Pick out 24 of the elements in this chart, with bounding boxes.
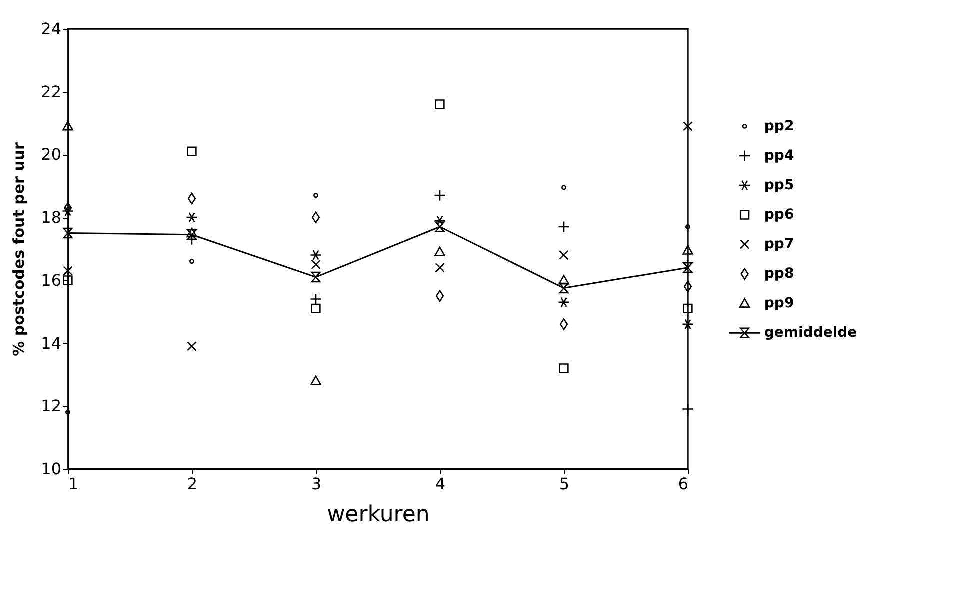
- y-tick-label: 22: [41, 82, 62, 102]
- x-tick-label: 3: [311, 474, 322, 494]
- y-tick-label: 20: [41, 145, 62, 164]
- x-tick-label: 4: [435, 474, 446, 494]
- x-axis-title: werkuren: [327, 502, 430, 528]
- legend-label: pp7: [764, 236, 794, 253]
- legend-label: pp8: [764, 266, 794, 282]
- y-tick-label: 14: [41, 334, 62, 353]
- legend-label: pp5: [764, 178, 794, 194]
- legend-label: pp2: [764, 118, 794, 134]
- legend-label: pp6: [764, 207, 794, 224]
- x-tick-label: 5: [559, 474, 570, 494]
- y-tick-label: 10: [41, 460, 62, 478]
- legend-label: pp4: [764, 148, 794, 164]
- x-tick-label: 2: [187, 474, 198, 494]
- y-tick-label: 12: [41, 396, 62, 416]
- legend-label: pp9: [764, 296, 794, 312]
- y-tick-label: 16: [41, 270, 62, 290]
- y-tick-label: 24: [41, 20, 62, 38]
- y-axis-title: % postcodes fout per uur: [10, 142, 28, 356]
- x-tick-label: 6: [678, 474, 688, 494]
- legend-label: gemiddelde: [764, 325, 858, 342]
- y-tick-label: 18: [41, 208, 62, 228]
- x-tick-label: 1: [68, 474, 79, 494]
